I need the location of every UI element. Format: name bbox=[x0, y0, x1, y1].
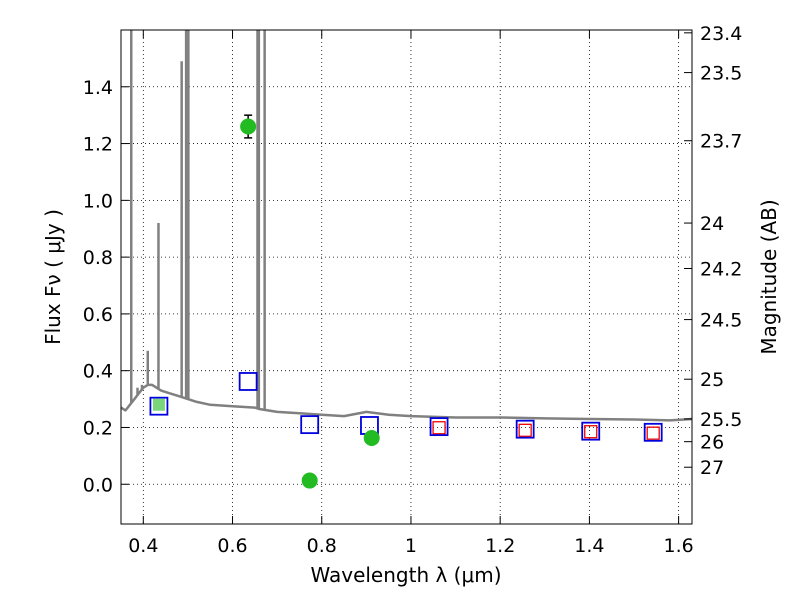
spectrum-continuum bbox=[120, 383, 693, 422]
observed-point bbox=[301, 472, 318, 489]
right-tick-label: 27 bbox=[700, 457, 724, 479]
y-tick-label: 0.8 bbox=[83, 247, 113, 269]
x-tick-label: 0.4 bbox=[128, 535, 158, 557]
y-tick-label: 1.0 bbox=[83, 190, 113, 212]
plot-frame bbox=[120, 29, 693, 525]
y-tick-label: 1.2 bbox=[83, 134, 113, 156]
observed-point bbox=[363, 429, 380, 446]
model-photometry-blue-square bbox=[149, 396, 169, 416]
photometry-points bbox=[149, 114, 663, 489]
observed-point bbox=[240, 118, 257, 135]
right-tick-label: 25 bbox=[700, 369, 724, 391]
grid-lines bbox=[121, 30, 692, 524]
x-tick-label: 0.6 bbox=[217, 535, 247, 557]
model-photometry-blue-square bbox=[429, 417, 449, 437]
y-tick-label: 0.6 bbox=[83, 304, 113, 326]
model-photometry-red-square bbox=[646, 426, 660, 440]
model-photometry-blue-square bbox=[238, 372, 258, 391]
observed-point bbox=[152, 398, 165, 411]
right-tick-label: 25.5 bbox=[700, 409, 742, 431]
right-tick-label: 26 bbox=[700, 432, 724, 454]
model-photometry-blue-square bbox=[515, 419, 535, 439]
model-photometry-blue-square bbox=[300, 415, 320, 435]
right-tick-label: 23.5 bbox=[700, 63, 742, 85]
y-tick-label: 0.0 bbox=[83, 474, 113, 496]
model-spectrum bbox=[120, 30, 693, 422]
axis-ticks: 0.4 0.6 0.8 1 1.2 1.4 1.6 0.0 0.2 0.4 0.6 0.8 1.0 1.2… bbox=[83, 23, 743, 557]
model-photometry-blue-square bbox=[643, 422, 663, 442]
right-tick-label: 24.2 bbox=[700, 258, 742, 280]
y-axis-label: Flux Fν ( μJy ) bbox=[41, 209, 65, 345]
x-axis-label: Wavelength λ (μm) bbox=[310, 563, 501, 587]
right-tick-label: 23.7 bbox=[700, 131, 742, 153]
x-tick-label: 1.6 bbox=[664, 535, 694, 557]
right-axis-label: Magnitude (AB) bbox=[757, 199, 781, 354]
right-tick-label: 24.5 bbox=[700, 310, 742, 332]
right-tick-label: 24 bbox=[700, 213, 724, 235]
right-tick-label: 23.4 bbox=[700, 23, 742, 45]
y-tick-label: 0.4 bbox=[83, 361, 113, 383]
model-photometry-blue-square bbox=[581, 421, 601, 441]
model-photometry-red-square bbox=[432, 421, 446, 435]
y-tick-label: 0.2 bbox=[83, 417, 113, 439]
model-photometry-red-square bbox=[584, 425, 598, 439]
x-tick-label: 0.8 bbox=[307, 535, 337, 557]
x-tick-label: 1.4 bbox=[574, 535, 604, 557]
model-photometry-red-square bbox=[518, 423, 532, 437]
x-tick-label: 1 bbox=[405, 535, 417, 557]
y-tick-label: 1.4 bbox=[83, 77, 113, 99]
x-tick-label: 1.2 bbox=[485, 535, 515, 557]
